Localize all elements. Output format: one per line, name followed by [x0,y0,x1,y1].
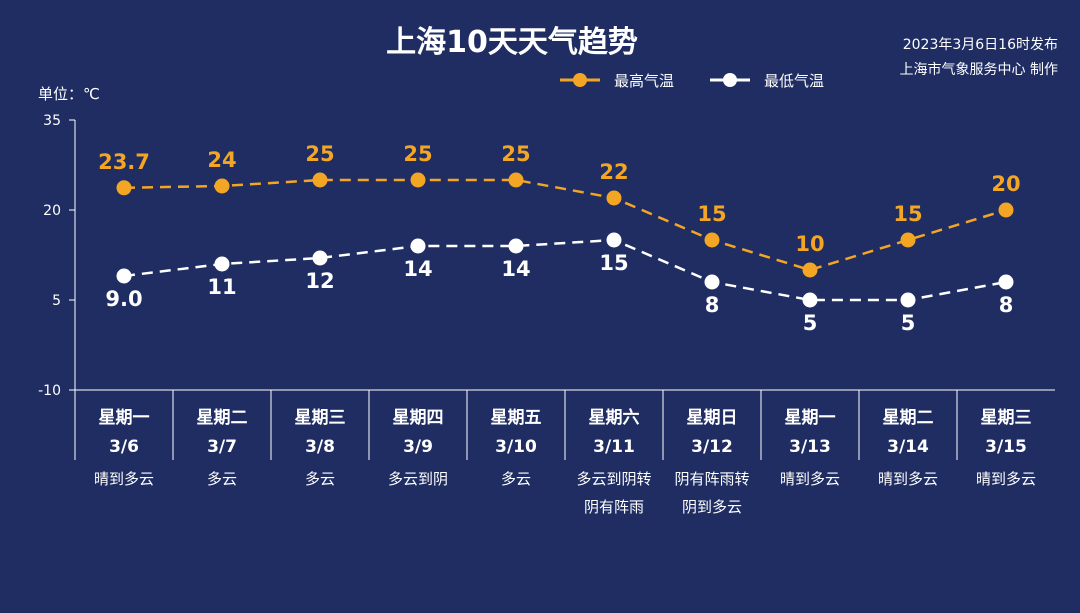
data-label-low: 12 [305,269,334,293]
data-label-low: 5 [803,311,818,335]
point-low [410,238,426,254]
y-tick-label: 20 [43,203,61,219]
weather-label: 阴有阵雨转 [674,470,749,488]
series-line-high [123,178,1007,272]
data-label-low: 5 [901,311,916,335]
series-line-low [123,238,1007,302]
point-high [998,202,1014,218]
data-label-high: 23.7 [98,150,150,174]
data-label-high: 24 [207,148,236,172]
point-low [508,238,524,254]
point-low [802,292,818,308]
chart-title: 上海10天天气趋势 [386,25,638,60]
y-tick-label: 5 [52,293,61,309]
point-low [312,250,328,266]
data-label-low: 8 [705,293,720,317]
point-low [704,274,720,290]
weather-label: 多云 [305,470,335,488]
point-low [998,274,1014,290]
weather-label: 多云 [501,470,531,488]
y-tick-label: 35 [43,113,61,129]
point-low [900,292,916,308]
point-high [606,190,622,206]
point-high [312,172,328,188]
date-label: 3/11 [593,437,635,457]
data-label-low: 8 [999,293,1014,317]
date-label: 3/6 [109,437,139,457]
weekday-label: 星期四 [393,408,444,428]
weather-label: 多云到阴 [388,470,448,488]
point-high [802,262,818,278]
legend-label-low: 最低气温 [764,72,824,90]
legend-marker-low [723,73,737,87]
point-high [508,172,524,188]
date-label: 3/13 [789,437,831,457]
date-label: 3/12 [691,437,733,457]
data-label-high: 15 [697,202,726,226]
legend-item-high: 最高气温 [560,72,674,90]
series-layer: 23.7 24 25 25 25 22 15 10 15 20 9.0 11 12 14 14 15 8 5 5 8 [98,142,1021,335]
date-label: 3/15 [985,437,1027,457]
y-tick-label: -10 [38,383,61,399]
point-high [900,232,916,248]
weekday-label: 星期一 [785,408,836,428]
weather-label: 晴到多云 [976,470,1036,488]
point-high [704,232,720,248]
weather-label: 晴到多云 [94,470,154,488]
legend-label-high: 最高气温 [614,72,674,90]
point-low [606,232,622,248]
weekday-label: 星期三 [981,408,1032,428]
unit-label: 单位：℃ [38,85,100,103]
data-label-low: 11 [207,275,236,299]
data-label-high: 20 [991,172,1020,196]
date-label: 3/10 [495,437,537,457]
point-high [410,172,426,188]
category-labels: 星期一 3/6 晴到多云 星期二 3/7 多云 星期三 3/8 多云 星期四 3/9 多云到阴 星期五 3… [94,390,1036,516]
point-low [214,256,230,272]
date-label: 3/8 [305,437,335,457]
weather-label: 阴到多云 [682,498,742,516]
data-label-low: 9.0 [105,287,142,311]
data-label-low: 14 [501,257,530,281]
producer-credit: 上海市气象服务中心 制作 [900,61,1058,78]
weather-label: 阴有阵雨 [584,498,644,516]
data-label-high: 22 [599,160,628,184]
data-label-high: 15 [893,202,922,226]
weather-label: 多云到阴转 [576,470,651,488]
data-label-high: 25 [501,142,530,166]
data-label-low: 15 [599,251,628,275]
weekday-label: 星期二 [883,408,934,428]
weekday-label: 星期二 [197,408,248,428]
data-label-high: 10 [795,232,824,256]
data-label-high: 25 [305,142,334,166]
data-label-low: 14 [403,257,432,281]
weekday-label: 星期六 [589,407,640,428]
legend-item-low: 最低气温 [710,72,824,90]
weekday-label: 星期五 [491,408,542,428]
publish-time: 2023年3月6日16时发布 [903,37,1058,53]
weather-label: 多云 [207,470,237,488]
weather-label: 晴到多云 [878,470,938,488]
weekday-label: 星期日 [687,408,738,428]
weekday-label: 星期一 [99,408,150,428]
point-high [214,178,230,194]
date-label: 3/14 [887,437,929,457]
legend-marker-high [573,73,587,87]
weekday-label: 星期三 [295,408,346,428]
point-high [116,180,132,196]
point-low [116,268,132,284]
legend: 最高气温 最低气温 [560,72,824,90]
date-label: 3/7 [207,437,237,457]
data-label-high: 25 [403,142,432,166]
weather-label: 晴到多云 [780,470,840,488]
date-label: 3/9 [403,437,433,457]
